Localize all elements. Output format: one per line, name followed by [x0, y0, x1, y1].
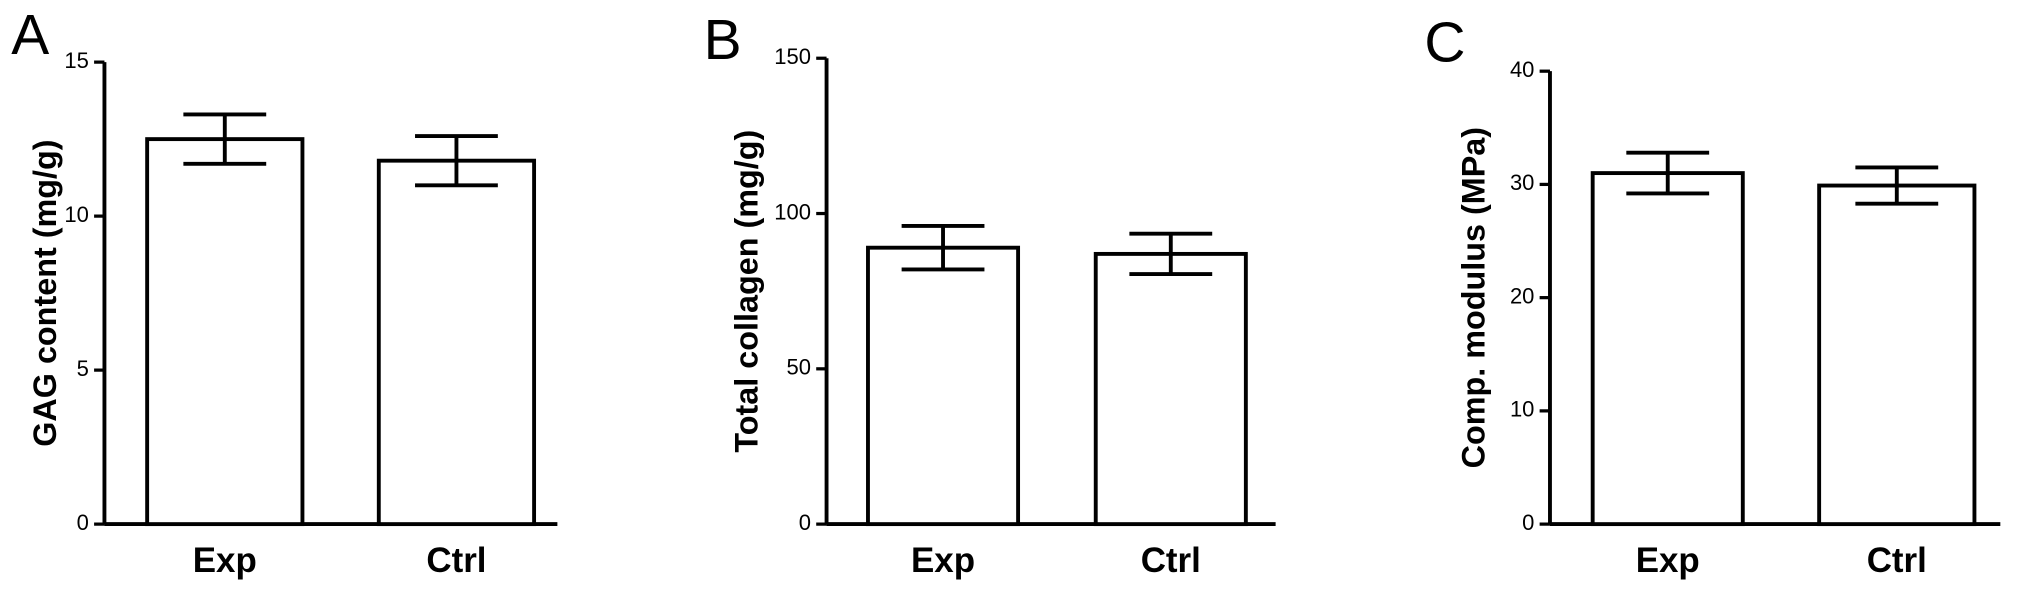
y-tick-label: 30: [1510, 170, 1534, 195]
bar: [145, 137, 305, 527]
y-tick-label: 0: [799, 510, 811, 535]
bar: [1590, 171, 1745, 527]
x-tick-label: Ctrl: [426, 541, 486, 580]
y-axis-label: Comp. modulus (MPa): [1456, 127, 1492, 468]
y-tick-label: 0: [77, 510, 89, 535]
bar: [1093, 251, 1248, 527]
bar: [376, 158, 537, 527]
y-tick-label: 20: [1510, 283, 1534, 308]
y-tick-label: 10: [64, 202, 88, 227]
y-axis-label: Total collagen (mg/g): [728, 130, 764, 453]
y-tick-label: 5: [77, 356, 89, 381]
y-tick-label: 0: [1522, 510, 1534, 535]
y-tick-label: 50: [787, 355, 811, 380]
panel-label: A: [11, 3, 49, 67]
y-tick-label: 10: [1510, 397, 1534, 422]
bar: [1817, 183, 1977, 527]
x-tick-label: Ctrl: [1867, 541, 1927, 580]
x-tick-label: Exp: [193, 541, 257, 580]
y-tick-label: 100: [774, 199, 811, 224]
y-tick-label: 15: [64, 48, 88, 73]
x-tick-label: Exp: [911, 541, 975, 580]
x-tick-label: Ctrl: [1141, 541, 1201, 580]
bar: [866, 245, 1021, 527]
y-tick-label: 150: [774, 44, 811, 69]
panel-label: C: [1424, 11, 1465, 75]
panel-label: B: [704, 8, 742, 72]
y-tick-label: 40: [1510, 57, 1534, 82]
x-tick-label: Exp: [1636, 541, 1700, 580]
y-axis-label: GAG content (mg/g): [27, 140, 63, 447]
